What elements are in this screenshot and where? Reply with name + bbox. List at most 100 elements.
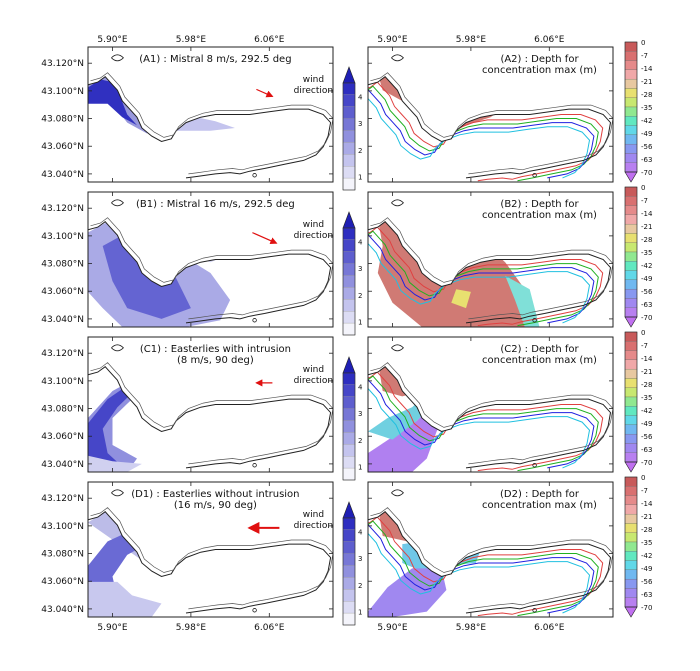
blue-cb-label-0-2: 2 [358, 147, 362, 155]
islet-C2 [532, 463, 537, 468]
blue-cb-label-0-0: 4 [358, 93, 363, 101]
depth-cb-label-0-10: -70 [641, 169, 652, 177]
coastline-B1 [88, 221, 332, 324]
coastline-C2 [368, 366, 612, 469]
field-region-A1-2 [88, 79, 137, 126]
y-tick-r0-2: 43.080°N [41, 115, 84, 125]
depth-cb-label-0-5: -35 [641, 104, 652, 112]
y-tick-r0-1: 43.100°N [41, 87, 84, 97]
y-tick-r2-3: 43.060°N [41, 432, 84, 442]
islands-C2 [391, 344, 404, 352]
x-tick-bottom-c1-0: 5.90°E [377, 623, 408, 633]
isobath-C2-0 [368, 371, 604, 472]
depth-cb-label-1-4: -28 [641, 236, 652, 244]
y-tick-r1-3: 43.060°N [41, 287, 84, 297]
panel-title-D2-0: (D2) : Depth for [500, 489, 580, 500]
depth-cb-label-2-4: -28 [641, 381, 652, 389]
y-tick-r0-3: 43.060°N [41, 142, 84, 152]
wind-label-B1-0: wind [303, 220, 324, 230]
islet-B1 [252, 318, 257, 323]
depth-cb-label-1-1: -7 [641, 197, 648, 205]
x-tick-top-c0-1: 5.98°E [176, 35, 207, 45]
islands-C1 [111, 344, 124, 352]
contour-B1 [90, 217, 333, 320]
islands-D1 [111, 489, 124, 497]
y-tick-r3-1: 43.100°N [41, 522, 84, 532]
coastline-A2 [368, 76, 612, 179]
contour-B2 [370, 217, 613, 320]
wind-arrow-B1 [252, 232, 278, 245]
field-region-C1-1 [88, 385, 137, 467]
field-region-D1-2 [88, 581, 162, 617]
y-tick-r2-2: 43.080°N [41, 405, 84, 415]
isobath-D2-0 [368, 516, 604, 617]
blue-cb-label-3-2: 2 [358, 582, 362, 590]
contour-A2 [370, 72, 613, 175]
depth-cb-label-0-8: -56 [641, 143, 653, 151]
coastline-B2 [368, 221, 612, 324]
depth-cb-label-3-7: -49 [641, 565, 652, 573]
islet-B2 [532, 318, 537, 323]
depth-cb-label-0-2: -14 [641, 65, 653, 73]
panel-title-C2-1: concentration max (m) [482, 355, 597, 366]
blue-colorbar-2: 4 3 2 1 [342, 356, 363, 481]
y-tick-r3-2: 43.080°N [41, 550, 84, 560]
frame-D2 [367, 481, 614, 618]
islands-B2 [391, 199, 404, 207]
isobath-D2-2 [368, 524, 595, 614]
blue-cb-label-1-2: 2 [358, 292, 362, 300]
frame-B2 [367, 191, 614, 328]
frame-C2 [367, 336, 614, 473]
y-tick-r3-3: 43.060°N [41, 577, 84, 587]
blue-cb-label-2-3: 1 [358, 464, 362, 472]
panel-C1: (C1) : Easterlies with intrusion(8 m/s, … [87, 336, 334, 473]
coastline-A1 [88, 76, 332, 179]
blue-cb-label-1-3: 1 [358, 319, 362, 327]
wind-label-D1-1: direction [294, 521, 333, 531]
depth-cb-label-1-9: -63 [641, 301, 652, 309]
coastline-D2 [368, 511, 612, 614]
depth-cb-label-2-1: -7 [641, 342, 648, 350]
depth-colorbar-3: 0 -7 -14 -21 -28 -35 -42 -49 -56 -63 -70 [624, 474, 653, 618]
land-C2 [368, 337, 613, 432]
islet-C1 [252, 463, 257, 468]
depth-cb-label-2-2: -14 [641, 355, 653, 363]
depth-cb-label-0-7: -49 [641, 130, 652, 138]
islands-B1 [111, 199, 124, 207]
depth-cb-label-1-2: -14 [641, 210, 653, 218]
blue-colorbar-1: 4 3 2 1 [342, 211, 363, 336]
panel-title-A2-1: concentration max (m) [482, 65, 597, 76]
depth-cb-label-3-10: -70 [641, 604, 652, 612]
panel-title-A1-0: (A1) : Mistral 8 m/s, 292.5 deg [139, 54, 291, 65]
frame-C1 [87, 336, 334, 473]
panel-A1: (A1) : Mistral 8 m/s, 292.5 deg winddirec… [87, 46, 334, 183]
depth-cb-label-0-3: -21 [641, 78, 652, 86]
frame-A2 [367, 46, 614, 183]
frame-D1 [87, 481, 334, 618]
blue-cb-label-2-1: 3 [358, 410, 362, 418]
x-tick-top-c1-1: 5.98°E [456, 35, 487, 45]
land-A1 [88, 47, 333, 142]
depth-cb-label-1-5: -35 [641, 249, 652, 257]
contour-D2 [370, 507, 613, 610]
land-B2 [368, 192, 613, 287]
depth-cb-label-2-9: -63 [641, 446, 652, 454]
depth-cb-label-3-3: -21 [641, 513, 652, 521]
depth-cb-label-0-4: -28 [641, 91, 652, 99]
depth-cb-label-1-8: -56 [641, 288, 653, 296]
depth-cb-label-3-0: 0 [641, 474, 645, 482]
y-tick-r2-0: 43.120°N [41, 349, 84, 359]
depth-cb-label-0-9: -63 [641, 156, 652, 164]
field-region-B2-1 [505, 275, 540, 327]
y-tick-r1-0: 43.120°N [41, 204, 84, 214]
depth-cb-label-1-0: 0 [641, 184, 645, 192]
depth-cb-label-3-5: -35 [641, 539, 652, 547]
blue-cb-label-1-0: 4 [358, 238, 363, 246]
contour-D1 [90, 507, 333, 610]
depth-cb-label-2-0: 0 [641, 329, 645, 337]
y-tick-r1-2: 43.080°N [41, 260, 84, 270]
coastline-C1 [88, 366, 332, 469]
